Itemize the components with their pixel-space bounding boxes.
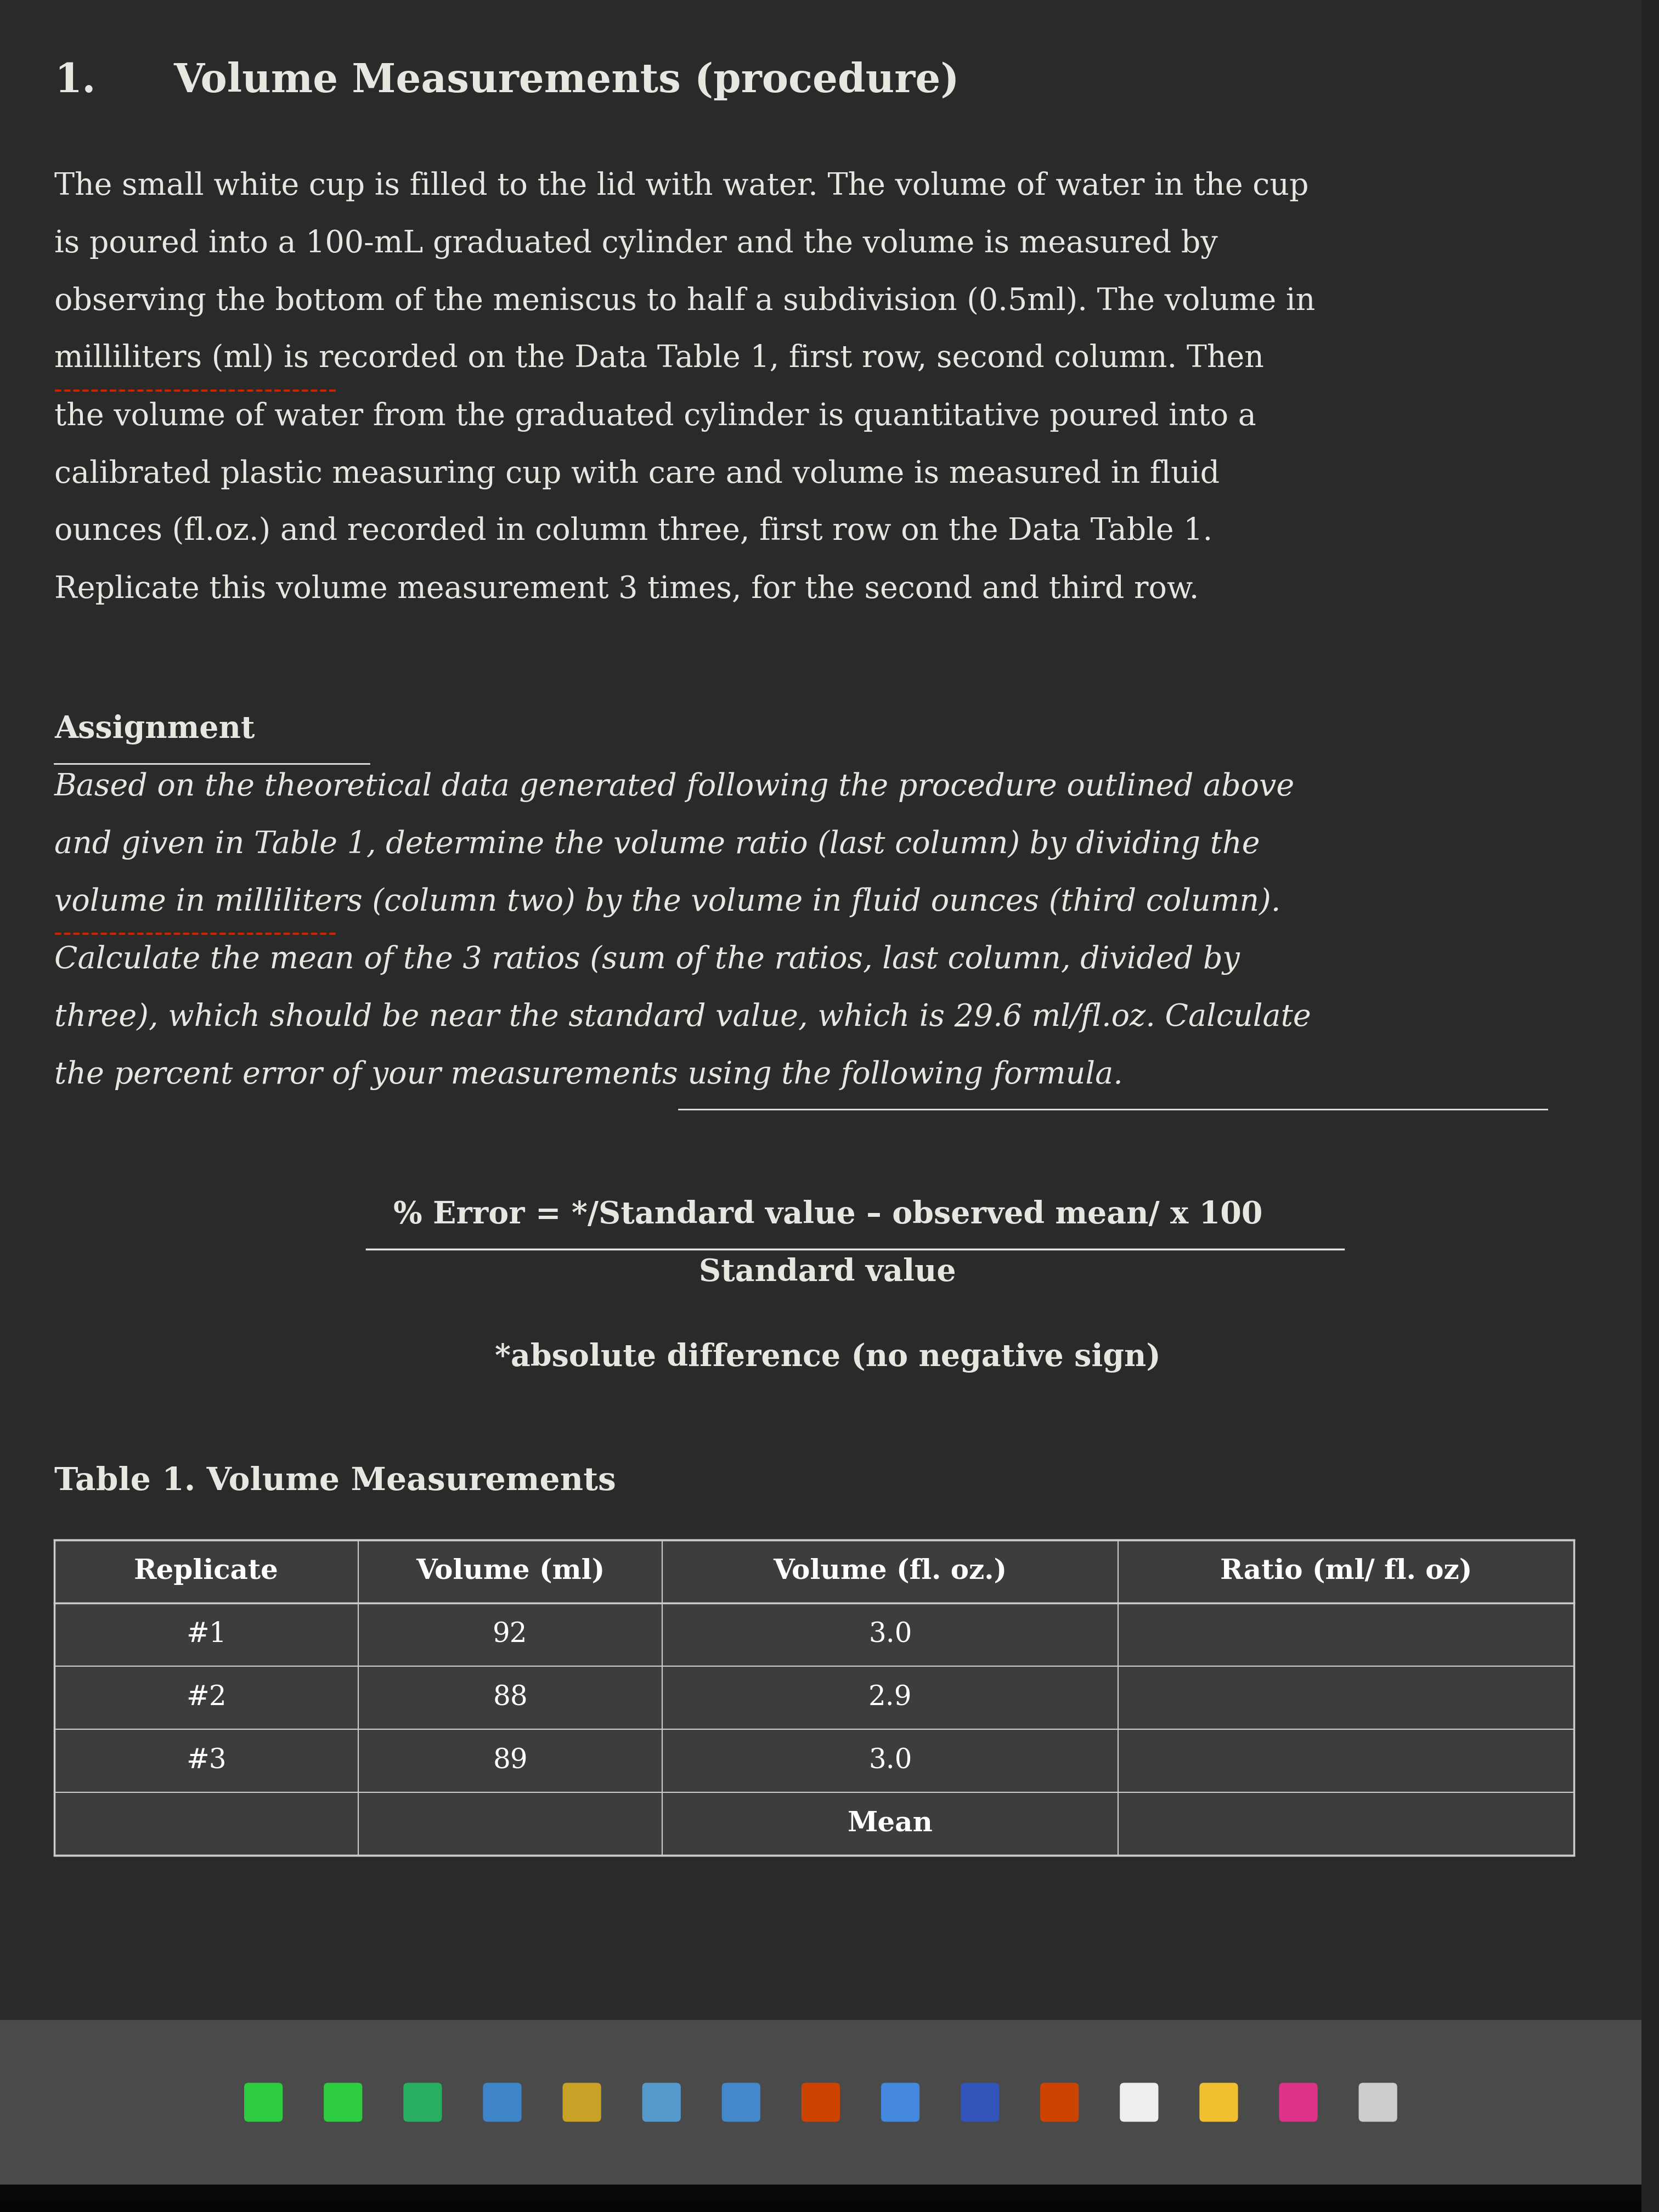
Text: and given in Table 1, determine the volume ratio (last column) by dividing the: and given in Table 1, determine the volu… <box>55 830 1259 860</box>
FancyBboxPatch shape <box>483 2084 521 2121</box>
Text: Table 1. Volume Measurements: Table 1. Volume Measurements <box>55 1467 615 1498</box>
Text: 3.0: 3.0 <box>868 1747 912 1774</box>
Text: Replicate this volume measurement 3 times, for the second and third row.: Replicate this volume measurement 3 time… <box>55 575 1199 604</box>
Text: Based on the theoretical data generated following the procedure outlined above: Based on the theoretical data generated … <box>55 772 1294 803</box>
Bar <box>55 1540 1574 1856</box>
Bar <box>0 2201 1641 2212</box>
FancyBboxPatch shape <box>1359 2084 1397 2121</box>
FancyBboxPatch shape <box>961 2084 999 2121</box>
Text: Replicate: Replicate <box>134 1557 279 1586</box>
Text: observing the bottom of the meniscus to half a subdivision (0.5ml). The volume i: observing the bottom of the meniscus to … <box>55 285 1316 316</box>
Text: Mean: Mean <box>848 1809 932 1838</box>
Text: the volume of water from the graduated cylinder is quantitative poured into a: the volume of water from the graduated c… <box>55 403 1256 431</box>
Bar <box>0 2185 1641 2212</box>
Text: Volume (fl. oz.): Volume (fl. oz.) <box>773 1557 1007 1586</box>
Text: 92: 92 <box>493 1621 528 1648</box>
Text: calibrated plastic measuring cup with care and volume is measured in fluid: calibrated plastic measuring cup with ca… <box>55 460 1219 489</box>
Text: Assignment: Assignment <box>55 714 255 745</box>
Text: Volume (ml): Volume (ml) <box>416 1557 604 1586</box>
FancyBboxPatch shape <box>324 2084 362 2121</box>
Text: Volume Measurements (procedure): Volume Measurements (procedure) <box>174 62 959 100</box>
Text: Calculate the mean of the 3 ratios (sum of the ratios, last column, divided by: Calculate the mean of the 3 ratios (sum … <box>55 945 1239 975</box>
Text: #2: #2 <box>186 1683 226 1712</box>
FancyBboxPatch shape <box>1120 2084 1158 2121</box>
FancyBboxPatch shape <box>801 2084 839 2121</box>
Text: *absolute difference (no negative sign): *absolute difference (no negative sign) <box>494 1343 1161 1374</box>
Text: 3.0: 3.0 <box>868 1621 912 1648</box>
Text: 2.9: 2.9 <box>868 1683 912 1712</box>
Text: Ratio (ml/ fl. oz): Ratio (ml/ fl. oz) <box>1219 1557 1472 1586</box>
Text: three), which should be near the standard value, which is 29.6 ml/fl.oz. Calcula: three), which should be near the standar… <box>55 1002 1311 1033</box>
Text: Standard value: Standard value <box>698 1256 956 1287</box>
FancyBboxPatch shape <box>1279 2084 1317 2121</box>
Text: #3: #3 <box>186 1747 226 1774</box>
FancyBboxPatch shape <box>642 2084 680 2121</box>
Text: % Error = */Standard value – observed mean/ x 100: % Error = */Standard value – observed me… <box>393 1199 1262 1230</box>
Text: is poured into a 100-mL graduated cylinder and the volume is measured by: is poured into a 100-mL graduated cylind… <box>55 228 1218 259</box>
FancyBboxPatch shape <box>244 2084 282 2121</box>
Text: 88: 88 <box>493 1683 528 1712</box>
Text: The small white cup is filled to the lid with water. The volume of water in the : The small white cup is filled to the lid… <box>55 170 1309 201</box>
FancyBboxPatch shape <box>1040 2084 1078 2121</box>
FancyBboxPatch shape <box>881 2084 919 2121</box>
Text: #1: #1 <box>186 1621 227 1648</box>
FancyBboxPatch shape <box>1199 2084 1238 2121</box>
FancyBboxPatch shape <box>722 2084 760 2121</box>
FancyBboxPatch shape <box>562 2084 601 2121</box>
Bar <box>0 2020 1641 2185</box>
Text: 1.: 1. <box>55 62 96 100</box>
Text: ounces (fl.oz.) and recorded in column three, first row on the Data Table 1.: ounces (fl.oz.) and recorded in column t… <box>55 518 1213 546</box>
Text: 89: 89 <box>493 1747 528 1774</box>
Text: milliliters (ml) is recorded on the Data Table 1, first row, second column. Then: milliliters (ml) is recorded on the Data… <box>55 345 1264 374</box>
Text: volume in milliliters (column two) by the volume in fluid ounces (third column).: volume in milliliters (column two) by th… <box>55 887 1281 918</box>
FancyBboxPatch shape <box>403 2084 441 2121</box>
Text: the percent error of your measurements using the following formula.: the percent error of your measurements u… <box>55 1060 1123 1091</box>
